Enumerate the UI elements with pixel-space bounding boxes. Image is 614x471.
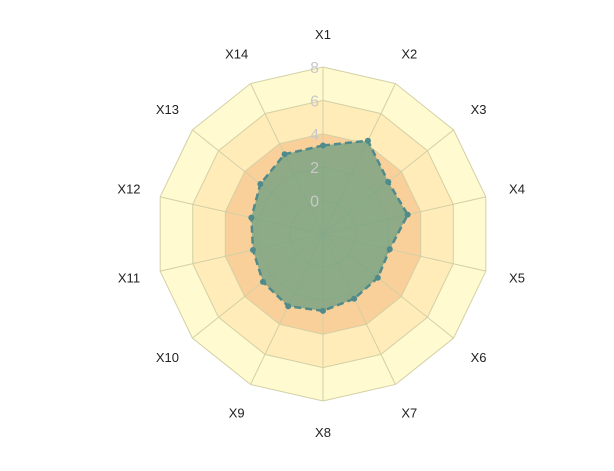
axis-label-X7: X7 <box>401 405 417 420</box>
axis-label-X3: X3 <box>471 102 487 117</box>
series-0-point-X8 <box>320 307 326 314</box>
axis-label-X11: X11 <box>118 270 140 285</box>
series-0-point-X6 <box>374 274 381 281</box>
axis-label-X10: X10 <box>156 350 179 365</box>
tick-label-2: 2 <box>310 160 319 177</box>
series-0-point-X4 <box>404 211 411 218</box>
series-0-point-X7 <box>351 295 358 302</box>
series-0-point-X9 <box>285 303 292 310</box>
tick-label-0: 0 <box>310 194 319 211</box>
series-0-point-X10 <box>259 278 266 285</box>
series-0-point-X14 <box>281 151 288 158</box>
axis-label-X13: X13 <box>156 102 179 117</box>
axis-label-X5: X5 <box>509 270 525 285</box>
tick-label-4: 4 <box>310 127 319 144</box>
series-0-point-X3 <box>385 178 392 185</box>
tick-label-8: 8 <box>310 60 319 77</box>
series-0-point-X1 <box>320 142 326 149</box>
series-0-point-X5 <box>386 246 393 253</box>
axis-label-X9: X9 <box>229 405 245 420</box>
axis-label-X4: X4 <box>509 182 525 197</box>
series-0-point-X2 <box>364 137 371 144</box>
axis-label-X12: X12 <box>117 182 140 197</box>
series-0-point-X13 <box>257 181 264 188</box>
series-0-point-X12 <box>248 214 255 221</box>
tick-label-6: 6 <box>310 93 319 110</box>
axis-label-X8: X8 <box>315 425 331 440</box>
axis-label-X14: X14 <box>225 47 248 62</box>
axis-label-X1: X1 <box>315 27 331 42</box>
series-0-point-X11 <box>249 246 256 253</box>
axis-label-X2: X2 <box>401 47 417 62</box>
axis-label-X6: X6 <box>471 350 487 365</box>
